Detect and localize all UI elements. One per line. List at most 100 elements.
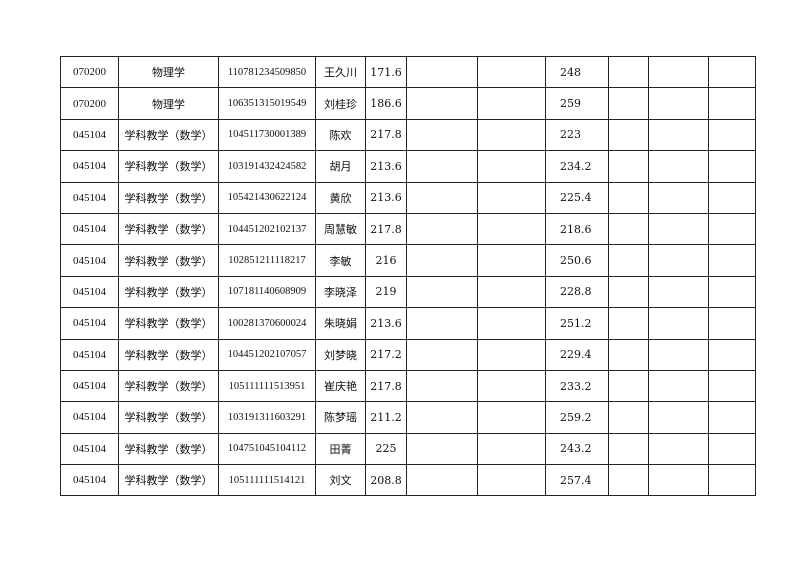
candidate-id-cell: 100281370600024: [218, 307, 316, 340]
candidate-id-cell: 102851211118217: [218, 244, 316, 277]
major-name-cell: 学科教学（数学）: [118, 401, 219, 434]
empty-cell: [406, 212, 478, 246]
empty-cell: [406, 118, 478, 152]
table-row: 045104 学科教学（数学） 100281370600024 朱晓娟 213.6 251…: [60, 307, 756, 340]
major-name-cell: 物理学: [118, 55, 219, 89]
empty-cell: [648, 212, 709, 246]
empty-cell: [648, 118, 709, 152]
major-name-cell: 学科教学（数学）: [118, 464, 219, 497]
candidate-name-cell: 陈梦瑶: [315, 401, 366, 434]
initial-score-cell: 186.6: [365, 87, 407, 120]
table-row: 045104 学科教学（数学） 105421430622124 黄欣 213.6 225.…: [60, 181, 756, 214]
candidate-id-cell: 104451202102137: [218, 212, 316, 246]
empty-cell: [406, 338, 478, 371]
empty-cell: [608, 150, 649, 183]
empty-cell: [608, 464, 649, 497]
initial-score-cell: 213.6: [365, 307, 407, 340]
empty-cell: [648, 464, 709, 497]
candidate-id-cell: 104511730001389: [218, 118, 316, 152]
empty-cell: [708, 464, 756, 497]
major-name-cell: 学科教学（数学）: [118, 275, 219, 309]
empty-cell: [608, 369, 649, 403]
major-code-cell: 070200: [60, 87, 119, 120]
candidate-id-cell: 105111111513951: [218, 369, 316, 403]
empty-cell: [648, 307, 709, 340]
total-score-cell: 250.6: [545, 244, 609, 277]
empty-cell: [406, 464, 478, 497]
total-score-cell: 234.2: [545, 150, 609, 183]
empty-cell: [477, 369, 546, 403]
empty-cell: [708, 401, 756, 434]
initial-score-cell: 217.2: [365, 338, 407, 371]
empty-cell: [648, 150, 709, 183]
candidate-id-cell: 105421430622124: [218, 181, 316, 214]
total-score-cell: 228.8: [545, 275, 609, 309]
empty-cell: [477, 307, 546, 340]
total-score-cell: 259: [545, 87, 609, 120]
table-row: 045104 学科教学（数学） 104751045104112 田菁 225 243.2: [60, 432, 756, 466]
empty-cell: [477, 432, 546, 466]
empty-cell: [406, 87, 478, 120]
initial-score-cell: 217.8: [365, 118, 407, 152]
candidate-name-cell: 陈欢: [315, 118, 366, 152]
major-name-cell: 学科教学（数学）: [118, 181, 219, 214]
candidate-id-cell: 103191311603291: [218, 401, 316, 434]
table-row: 070200 物理学 106351315019549 刘桂珍 186.6 259: [60, 87, 756, 120]
initial-score-cell: 217.8: [365, 369, 407, 403]
empty-cell: [708, 118, 756, 152]
major-code-cell: 045104: [60, 464, 119, 497]
candidate-id-cell: 106351315019549: [218, 87, 316, 120]
major-code-cell: 045104: [60, 275, 119, 309]
empty-cell: [648, 244, 709, 277]
empty-cell: [477, 275, 546, 309]
empty-cell: [477, 87, 546, 120]
empty-cell: [477, 55, 546, 89]
candidate-name-cell: 周慧敏: [315, 212, 366, 246]
empty-cell: [608, 338, 649, 371]
empty-cell: [708, 307, 756, 340]
major-code-cell: 045104: [60, 181, 119, 214]
empty-cell: [608, 275, 649, 309]
candidate-id-cell: 110781234509850: [218, 55, 316, 89]
major-code-cell: 045104: [60, 369, 119, 403]
candidate-id-cell: 104751045104112: [218, 432, 316, 466]
empty-cell: [708, 212, 756, 246]
empty-cell: [708, 55, 756, 89]
major-name-cell: 学科教学（数学）: [118, 338, 219, 371]
initial-score-cell: 225: [365, 432, 407, 466]
major-code-cell: 045104: [60, 307, 119, 340]
empty-cell: [648, 55, 709, 89]
admission-table: 070200 物理学 110781234509850 王久川 171.6 248 07020…: [60, 55, 756, 497]
empty-cell: [608, 432, 649, 466]
initial-score-cell: 216: [365, 244, 407, 277]
candidate-name-cell: 田菁: [315, 432, 366, 466]
empty-cell: [648, 432, 709, 466]
initial-score-cell: 219: [365, 275, 407, 309]
total-score-cell: 257.4: [545, 464, 609, 497]
empty-cell: [406, 55, 478, 89]
candidate-id-cell: 105111111514121: [218, 464, 316, 497]
total-score-cell: 218.6: [545, 212, 609, 246]
candidate-name-cell: 刘梦晓: [315, 338, 366, 371]
empty-cell: [708, 150, 756, 183]
empty-cell: [608, 401, 649, 434]
empty-cell: [477, 181, 546, 214]
major-code-cell: 045104: [60, 212, 119, 246]
candidate-name-cell: 王久川: [315, 55, 366, 89]
candidate-name-cell: 崔庆艳: [315, 369, 366, 403]
total-score-cell: 243.2: [545, 432, 609, 466]
total-score-cell: 251.2: [545, 307, 609, 340]
major-code-cell: 045104: [60, 432, 119, 466]
total-score-cell: 248: [545, 55, 609, 89]
empty-cell: [708, 338, 756, 371]
major-name-cell: 学科教学（数学）: [118, 118, 219, 152]
initial-score-cell: 213.6: [365, 181, 407, 214]
empty-cell: [648, 369, 709, 403]
major-name-cell: 学科教学（数学）: [118, 307, 219, 340]
table-row: 045104 学科教学（数学） 104451202102137 周慧敏 217.8 218…: [60, 212, 756, 246]
major-code-cell: 045104: [60, 338, 119, 371]
major-name-cell: 学科教学（数学）: [118, 369, 219, 403]
table-row: 045104 学科教学（数学） 104451202107057 刘梦晓 217.2 229…: [60, 338, 756, 371]
empty-cell: [406, 150, 478, 183]
table-row: 045104 学科教学（数学） 103191432424582 胡月 213.6 234.…: [60, 150, 756, 183]
